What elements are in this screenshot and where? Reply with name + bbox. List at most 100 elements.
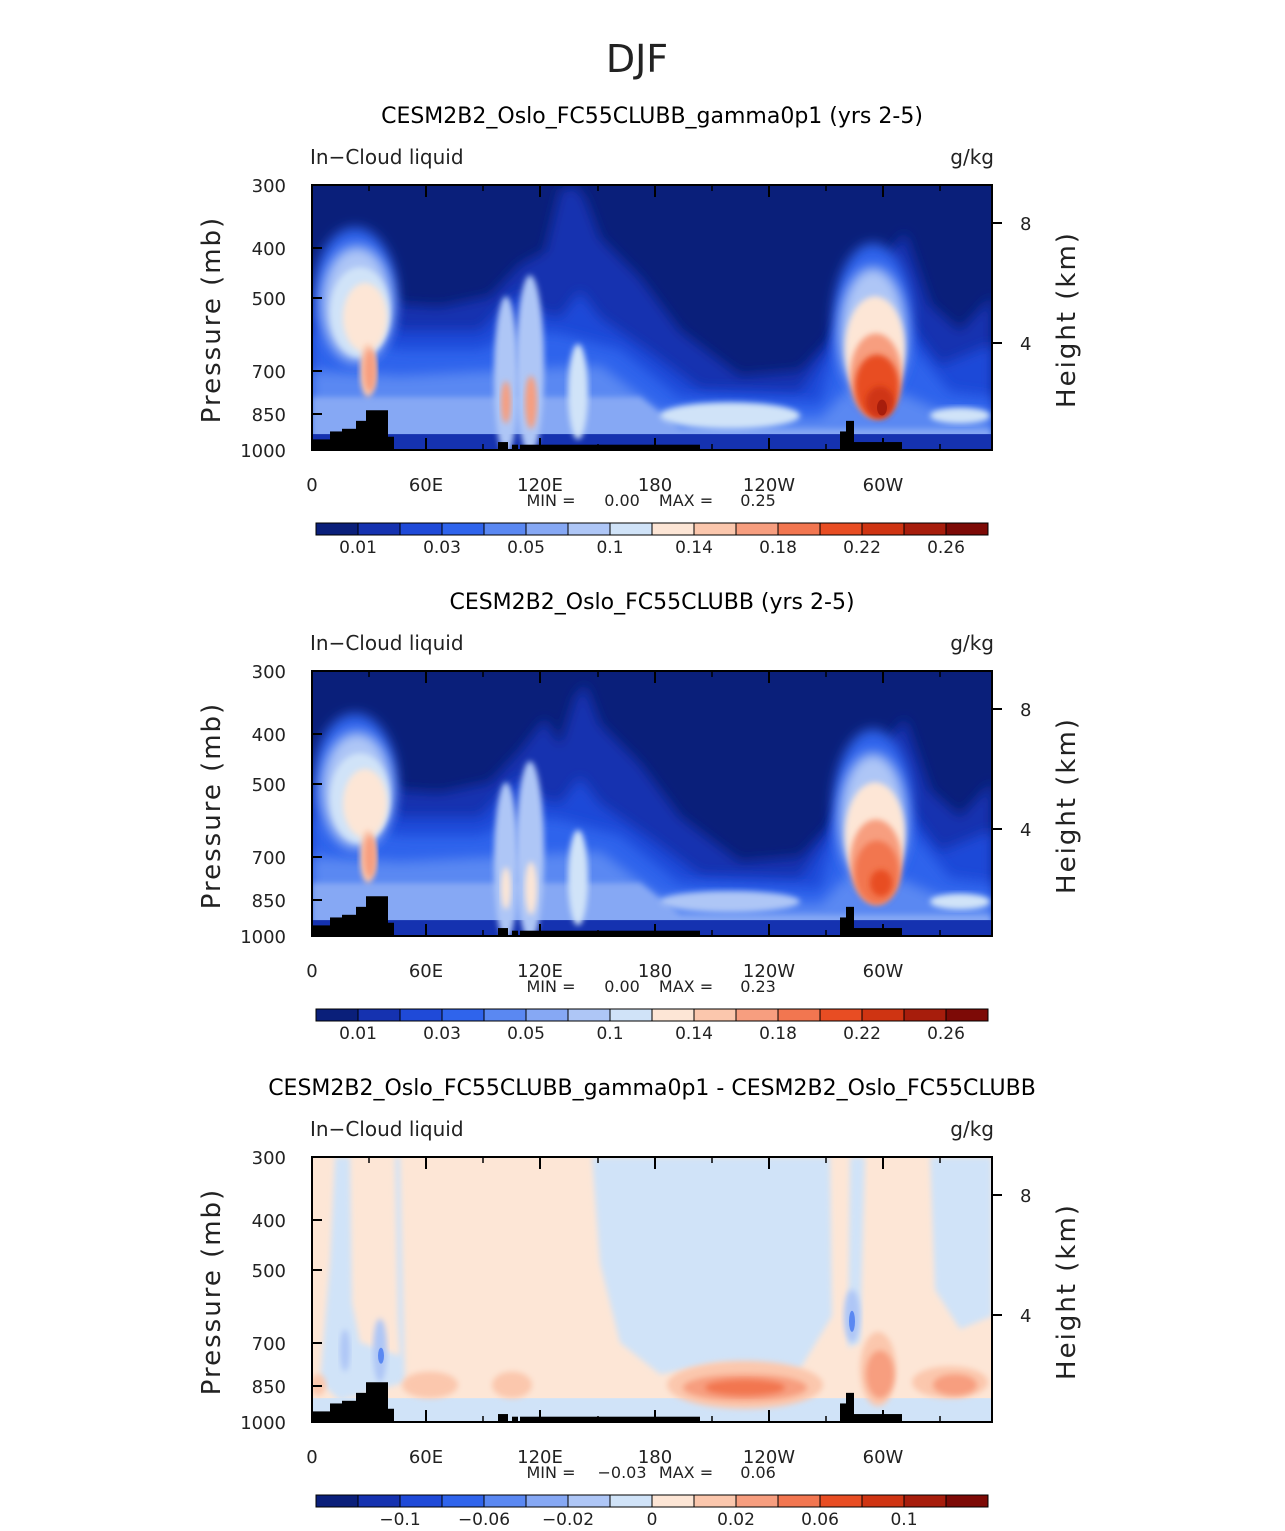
topography-mask [854, 1414, 902, 1422]
colorbar-label: 0.26 [927, 1024, 965, 1044]
colorbar-swatch [735, 1008, 779, 1022]
colorbar-label: 0.22 [843, 1024, 881, 1044]
x-tick-label: 60E [409, 1447, 443, 1468]
contour-region [866, 1350, 894, 1399]
colorbar-label: 0.02 [717, 1510, 755, 1530]
contour-region [343, 769, 387, 838]
colorbar-swatch [315, 1008, 359, 1022]
page-title: DJF [606, 37, 668, 81]
contour-region [501, 867, 511, 910]
colorbar-label: 0.18 [759, 1024, 797, 1044]
colorbar-label: 0.06 [801, 1510, 839, 1530]
stats-max-value: 0.25 [740, 491, 776, 510]
contour-region-surface [312, 920, 992, 936]
topography-mask [498, 442, 508, 450]
contour-field [312, 185, 992, 450]
topography-mask [342, 428, 356, 450]
stats-max-label: MAX = [659, 1463, 713, 1482]
x-tick-label: 60E [409, 475, 443, 496]
y-tick-label: 400 [252, 1211, 286, 1232]
stats-min-value: 0.00 [604, 491, 640, 510]
topography-mask [512, 1416, 518, 1422]
x-tick-label: 0 [306, 1447, 317, 1468]
stats-max-value: 0.23 [740, 977, 776, 996]
x-tick-label: 180 [638, 1447, 672, 1468]
contour-region-negative [930, 1157, 992, 1330]
colorbar-label: 0.1 [890, 1510, 917, 1530]
y-right-tick-label: 8 [1020, 700, 1031, 721]
variable-label: In−Cloud liquid [310, 631, 464, 655]
colorbar-swatch [693, 1008, 737, 1022]
contour-region [516, 275, 544, 450]
contour-region [516, 761, 544, 936]
y-tick-label: 500 [252, 775, 286, 796]
contour-region [402, 1371, 458, 1399]
colorbar-swatch [777, 522, 821, 536]
topography-mask [312, 1411, 330, 1422]
contour-region [501, 381, 511, 424]
y-tick-label: 500 [252, 289, 286, 310]
variable-label: In−Cloud liquid [310, 1117, 464, 1141]
contour-region [849, 1310, 855, 1332]
topography-mask [520, 444, 700, 450]
topography-mask [388, 922, 394, 936]
colorbar-swatch [693, 522, 737, 536]
contour-region [660, 402, 800, 429]
y-right-axis-title: Height (km) [1052, 231, 1082, 408]
x-tick-label: 180 [638, 961, 672, 982]
stats-max-value: 0.06 [740, 1463, 776, 1482]
topography-mask [846, 420, 854, 450]
topography-mask [840, 431, 846, 450]
colorbar-swatch [777, 1494, 821, 1508]
topography-mask [312, 439, 330, 450]
y-right-tick-label: 8 [1020, 214, 1031, 235]
contour-region [364, 349, 376, 392]
colorbar-label: 0.05 [507, 538, 545, 558]
topography-mask [846, 906, 854, 936]
colorbar-swatch [399, 522, 443, 536]
topography-mask [840, 1403, 846, 1422]
colorbar-swatch [609, 1494, 653, 1508]
x-tick-label: 120E [517, 961, 563, 982]
y-tick-label: 300 [252, 176, 286, 197]
colorbar-swatch [315, 522, 359, 536]
colorbar-label: 0.18 [759, 538, 797, 558]
topography-mask [366, 410, 388, 450]
y-tick-label: 300 [252, 662, 286, 683]
topography-mask [342, 1400, 356, 1422]
y-tick-label: 850 [252, 405, 286, 426]
colorbar-swatch [903, 522, 947, 536]
y-tick-label: 700 [252, 362, 286, 383]
topography-mask [330, 1403, 342, 1422]
topography-mask [356, 1392, 366, 1422]
y-right-axis-title: Height (km) [1052, 1203, 1082, 1380]
x-tick-label: 120W [743, 961, 795, 982]
contour-region [933, 1374, 977, 1396]
topography-mask [356, 906, 366, 936]
x-tick-label: 60W [863, 1447, 904, 1468]
colorbar-swatch [483, 522, 527, 536]
colorbar-swatch [945, 1494, 989, 1508]
y-tick-label: 850 [252, 1377, 286, 1398]
colorbar-swatch [441, 1494, 485, 1508]
contour-region [378, 1347, 384, 1364]
colorbar-label: −0.1 [379, 1510, 420, 1530]
colorbar-swatch [483, 1494, 527, 1508]
units-label: g/kg [950, 631, 994, 655]
contour-region [942, 1257, 958, 1279]
contour-region [705, 1379, 785, 1396]
colorbar-swatch [735, 1494, 779, 1508]
stats-min-value: 0.00 [604, 977, 640, 996]
colorbar-swatch [567, 1008, 611, 1022]
colorbar-label: 0.1 [596, 538, 623, 558]
colorbar-swatch [945, 522, 989, 536]
y-tick-label: 500 [252, 1261, 286, 1282]
stats-min-label: MIN = [527, 491, 576, 510]
topography-mask [498, 928, 508, 936]
chart-panel-2: CESM2B2_Oslo_FC55CLUBB (yrs 2-5) In−Cloud… [197, 590, 1082, 1044]
topography-mask [846, 1392, 854, 1422]
topography-mask [854, 928, 902, 936]
colorbar-swatch [861, 522, 905, 536]
y-right-tick-label: 8 [1020, 1186, 1031, 1207]
y-axis-title: Pressure (mb) [197, 216, 227, 423]
